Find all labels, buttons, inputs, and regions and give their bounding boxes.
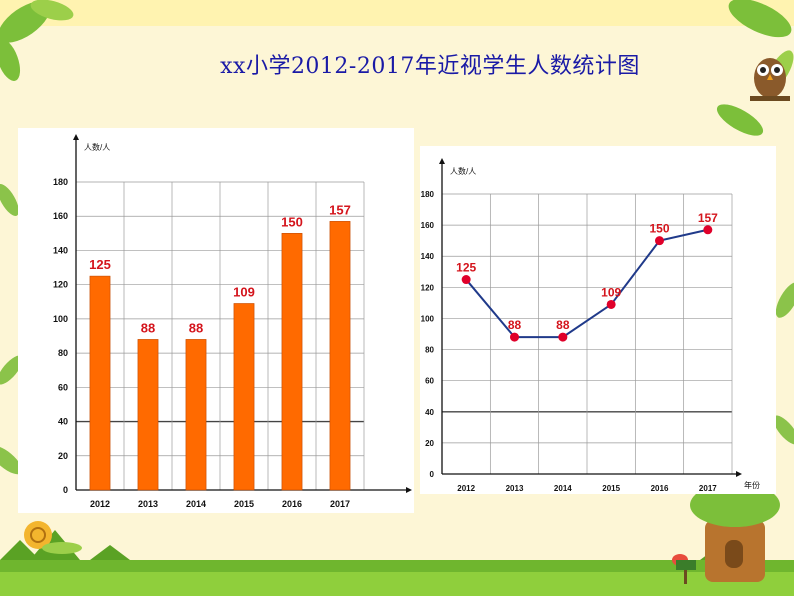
data-label: 125 — [89, 257, 111, 272]
x-tick-label: 2013 — [506, 484, 524, 493]
y-tick-label: 180 — [53, 177, 68, 187]
y-tick-label: 100 — [421, 314, 435, 323]
y-tick-label: 100 — [53, 314, 68, 324]
x-axis-label: 年份 — [744, 480, 760, 490]
bar — [329, 221, 351, 491]
y-axis-label: 人数/人 — [84, 142, 110, 152]
y-tick-label: 160 — [421, 221, 435, 230]
y-tick-label: 80 — [425, 346, 434, 355]
treehouse-icon — [672, 483, 780, 582]
x-tick-label: 2015 — [602, 484, 620, 493]
y-tick-label: 120 — [421, 283, 435, 292]
bar-chart-panel: 020406080100120140160180人数/人年份2012201320… — [18, 128, 430, 513]
data-label: 150 — [281, 214, 303, 229]
x-tick-label: 2016 — [651, 484, 669, 493]
y-tick-label: 160 — [53, 211, 68, 221]
data-label: 125 — [456, 261, 476, 275]
owl-icon — [750, 58, 790, 101]
data-label: 157 — [698, 211, 718, 225]
leaf-cluster-icon — [0, 0, 74, 81]
snail-icon — [24, 521, 82, 554]
bar — [233, 303, 255, 491]
x-axis-arrow-icon — [406, 487, 412, 493]
data-point — [703, 225, 713, 235]
y-tick-label: 120 — [53, 280, 68, 290]
data-label: 88 — [141, 320, 155, 335]
x-tick-label: 2014 — [554, 484, 572, 493]
x-tick-label: 2017 — [699, 484, 717, 493]
y-tick-label: 40 — [58, 417, 68, 427]
y-tick-label: 80 — [58, 348, 68, 358]
data-label: 109 — [601, 285, 621, 299]
leaf-cluster-icon — [0, 184, 23, 475]
y-tick-label: 60 — [58, 382, 68, 392]
x-tick-label: 2016 — [282, 499, 302, 509]
y-tick-label: 180 — [421, 190, 435, 199]
data-label: 88 — [556, 318, 570, 332]
data-point — [558, 332, 568, 342]
data-label: 150 — [649, 222, 669, 236]
x-axis-arrow-icon — [736, 471, 742, 477]
x-tick-label: 2012 — [90, 499, 110, 509]
bar-chart: 020406080100120140160180人数/人年份2012201320… — [53, 134, 430, 509]
bar — [281, 233, 303, 491]
leaf-cluster-icon — [773, 282, 794, 445]
data-point — [655, 236, 664, 246]
x-tick-label: 2013 — [138, 499, 158, 509]
x-tick-label: 2017 — [330, 499, 350, 509]
data-point — [461, 275, 471, 285]
y-tick-label: 40 — [425, 408, 434, 417]
y-tick-label: 0 — [430, 470, 435, 479]
bar — [137, 339, 159, 491]
bar — [185, 339, 207, 491]
y-tick-label: 0 — [63, 485, 68, 495]
y-axis-arrow-icon — [73, 134, 79, 140]
data-label: 157 — [329, 202, 351, 217]
y-axis-arrow-icon — [439, 158, 445, 164]
y-tick-label: 140 — [53, 245, 68, 255]
series-line — [465, 228, 709, 339]
y-axis-label: 人数/人 — [450, 166, 476, 176]
data-point — [606, 299, 616, 309]
data-point — [510, 332, 519, 342]
line-chart: 0 20 40 60 80 100 120 140 160 180 人数/人年份 2012 2013 20… — [421, 158, 760, 493]
x-tick-label: 2012 — [457, 484, 475, 493]
sign-icon — [676, 560, 696, 584]
x-tick-label: 2014 — [186, 499, 206, 509]
x-tick-label: 2015 — [234, 499, 254, 509]
y-tick-label: 60 — [425, 377, 434, 386]
y-tick-label: 140 — [421, 252, 435, 261]
page-title: xx小学2012-2017年近视学生人数统计图 — [220, 54, 640, 79]
line-chart-panel: 0 20 40 60 80 100 120 140 160 180 人数/人年份 2012 2013 20… — [420, 146, 776, 494]
data-label: 88 — [189, 320, 203, 335]
data-label: 109 — [233, 284, 255, 299]
y-tick-label: 20 — [58, 451, 68, 461]
y-tick-label: 20 — [425, 439, 434, 448]
data-label: 88 — [508, 318, 522, 332]
bar — [89, 275, 111, 491]
